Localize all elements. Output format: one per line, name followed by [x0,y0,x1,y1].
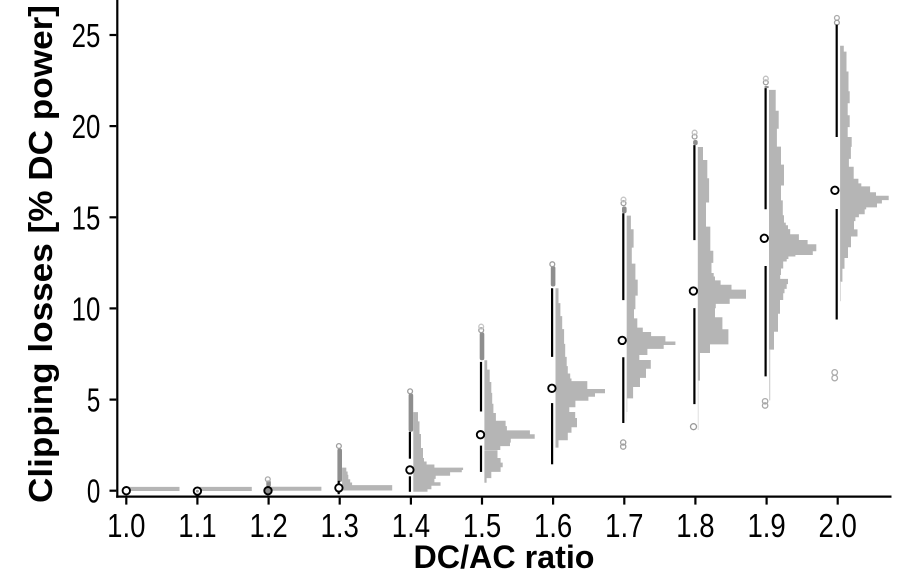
svg-text:Clipping losses [% DC power]: Clipping losses [% DC power] [22,5,59,503]
svg-text:1.9: 1.9 [747,507,785,544]
svg-text:1.3: 1.3 [321,507,359,544]
svg-text:25: 25 [72,17,101,54]
svg-text:15: 15 [72,199,101,236]
svg-text:1.5: 1.5 [463,507,501,544]
svg-text:1.6: 1.6 [534,507,572,544]
svg-text:1.7: 1.7 [605,507,643,544]
svg-text:DC/AC ratio: DC/AC ratio [414,539,595,575]
svg-text:20: 20 [72,108,101,145]
svg-text:2.0: 2.0 [819,507,857,544]
svg-text:1.2: 1.2 [249,507,287,544]
svg-text:5: 5 [87,382,100,419]
svg-text:1.0: 1.0 [107,507,145,544]
svg-text:1.1: 1.1 [178,507,216,544]
svg-text:1.4: 1.4 [392,507,430,544]
svg-text:0: 0 [87,473,100,510]
svg-text:1.8: 1.8 [676,507,714,544]
svg-text:10: 10 [72,290,101,327]
